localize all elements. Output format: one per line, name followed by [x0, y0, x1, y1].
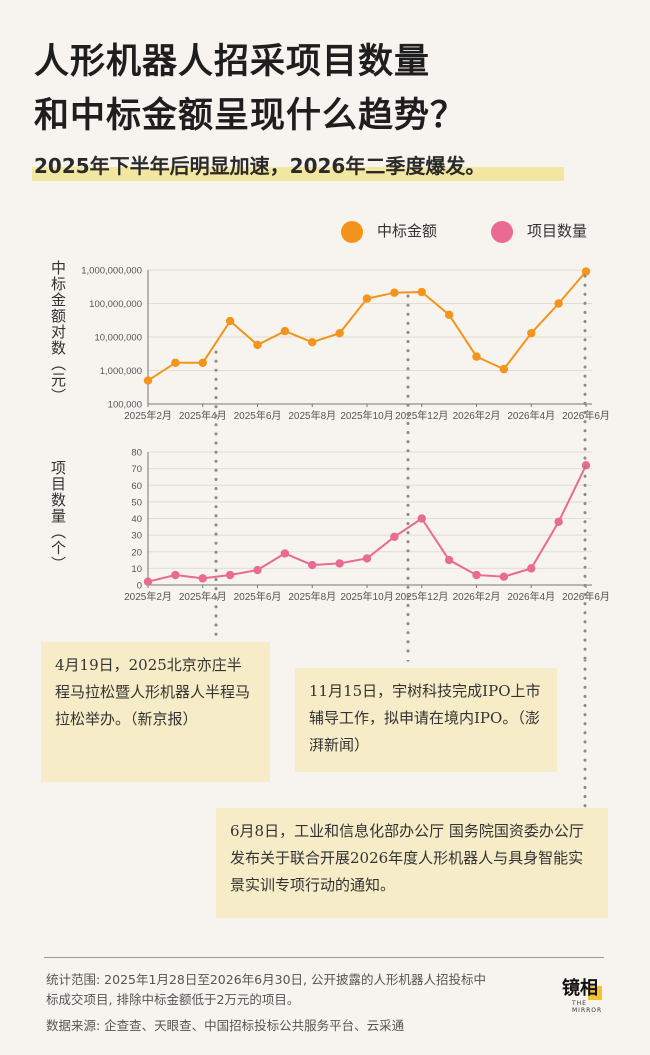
- chart2-ytick-label: 10: [131, 564, 142, 575]
- chart2-data-point: [444, 555, 454, 565]
- chart2-ytick-label: 60: [131, 481, 142, 492]
- chart1-data-point: [280, 326, 290, 336]
- chart2-xtick-label: 2025年8月: [288, 590, 336, 603]
- page-title-line1: 人形机器人招采项目数量: [34, 42, 431, 82]
- chart2-xtick-label: 2025年10月: [340, 590, 393, 603]
- subtitle-highlight: [32, 167, 564, 181]
- chart2-ytick-label: 80: [131, 448, 142, 459]
- legend-item-count: 项目数量: [491, 220, 587, 243]
- chart2-xtick-label: 2026年6月: [562, 590, 610, 603]
- chart2-data-point: [554, 517, 563, 527]
- chart1-ytick-label: 100,000: [108, 400, 142, 411]
- chart1-ylabel: 中标金额对数（元）: [49, 260, 67, 404]
- chart1-xtick-label: 2025年4月: [179, 409, 227, 422]
- chart2-ytick-label: 40: [131, 514, 142, 525]
- chart2-data-point: [417, 514, 426, 523]
- chart1-data-point: [390, 288, 399, 297]
- footer-scope-line1: 统计范围: 2025年1月28日至2026年6月30日, 公开披露的人形机器人招…: [46, 972, 486, 987]
- legend-label-amount: 中标金额: [377, 222, 438, 240]
- chart2-ytick-label: 50: [131, 497, 142, 508]
- chart1-xtick-label: 2025年8月: [288, 409, 336, 422]
- chart1-data-point: [171, 358, 180, 367]
- chart1-series-line: [147, 270, 587, 382]
- chart1-data-point: [362, 294, 372, 303]
- note-unitree-ipo: 11月15日，宇树科技完成IPO上市辅导工作，拟申请在境内IPO。（澎湃新闻）: [295, 668, 557, 772]
- chart1-xtick-label: 2026年4月: [507, 409, 555, 422]
- chart2-data-point: [308, 560, 317, 570]
- chart2-ytick-label: 0: [137, 581, 142, 592]
- chart2-series-line: [147, 464, 587, 583]
- chart1-data-point: [499, 364, 509, 374]
- chart1-ytick-label: 1,000,000: [100, 366, 142, 377]
- chart2-data-point: [280, 549, 290, 558]
- chart2-data-point: [390, 532, 399, 541]
- chart1-data-point: [417, 287, 426, 297]
- chart1-ytick-label: 10,000,000: [94, 333, 142, 344]
- chart1-data-point: [225, 316, 235, 326]
- chart2-ytick-label: 70: [131, 464, 142, 475]
- chart2-data-point: [253, 565, 262, 575]
- chart2-data-point: [143, 577, 153, 586]
- page-title-line2: 和中标金额呈现什么趋势？: [34, 96, 467, 136]
- chart2-data-point: [171, 570, 180, 580]
- chart1-data-point: [527, 328, 536, 338]
- brand-logo: 镜相 THE MIRROR: [562, 974, 614, 1020]
- chart1-xtick-label: 2026年2月: [453, 409, 501, 422]
- chart2-ylabel: 项目数量（个）: [49, 460, 67, 572]
- chart2-data-point: [472, 570, 481, 580]
- chart2-data-point: [198, 574, 207, 583]
- event-connectors-lower: [406, 660, 587, 808]
- chart2-data-point: [527, 564, 536, 573]
- legend-label-count: 项目数量: [527, 222, 588, 240]
- chart1-ytick-label: 100,000,000: [89, 299, 142, 310]
- chart1-data-point: [143, 376, 153, 385]
- logo-text: 镜相: [562, 978, 598, 999]
- charts-canvas: 1,000,000,000 100,000,000 10,000,000 1,000,…: [81, 266, 610, 660]
- legend-dot-amount: [341, 220, 363, 243]
- chart2-xtick-label: 2025年2月: [124, 590, 172, 603]
- legend-item-amount: 中标金额: [341, 220, 437, 243]
- footer-source: 数据来源: 企查查、天眼查、中国招标投标公共服务平台、云采通: [46, 1018, 405, 1033]
- chart2-xtick-label: 2026年4月: [507, 590, 555, 603]
- chart2-data-point: [335, 559, 344, 568]
- logo-subtext: THE MIRROR: [572, 1000, 603, 1014]
- footer-divider: [44, 957, 604, 958]
- chart2-xtick-label: 2025年6月: [234, 590, 282, 603]
- chart2-data-point: [362, 554, 372, 563]
- chart1-xtick-label: 2026年6月: [562, 409, 610, 422]
- note-policy: 6月8日，工业和信息化部办公厅 国务院国资委办公厅发布关于联合开展2026年度人…: [216, 808, 608, 918]
- legend-dot-count: [491, 220, 513, 243]
- chart1-ytick-label: 1,000,000,000: [81, 266, 142, 277]
- chart2-xtick-label: 2025年12月: [395, 590, 448, 603]
- chart1-xtick-label: 2025年2月: [124, 409, 172, 422]
- chart1-data-point: [308, 337, 317, 347]
- chart1-data-point: [554, 299, 563, 308]
- chart2-ytick-label: 20: [131, 547, 142, 558]
- subtitle: 2025年下半年后明显加速，2026年二季度爆发。: [34, 154, 486, 178]
- chart2-data-point: [225, 570, 235, 580]
- chart2-xtick-label: 2026年2月: [453, 590, 501, 603]
- chart1-data-point: [253, 340, 262, 350]
- chart2-ytick-label: 30: [131, 531, 142, 542]
- chart1-xtick-label: 2025年6月: [234, 409, 282, 422]
- chart1-xtick-label: 2025年12月: [395, 409, 448, 422]
- chart1-data-point: [198, 358, 207, 367]
- chart1-data-point: [335, 328, 344, 338]
- chart1-data-point: [581, 267, 591, 276]
- note-marathon: 4月19日，2025北京亦庄半程马拉松暨人形机器人半程马拉松举办。（新京报）: [41, 642, 270, 782]
- chart1-data-point: [444, 310, 454, 319]
- chart2-xtick-label: 2025年4月: [179, 590, 227, 603]
- chart1-data-point: [472, 352, 481, 361]
- chart2-data-point: [499, 572, 509, 581]
- footer-scope-line2: 标成交项目, 排除中标金额低于2万元的项目。: [46, 992, 300, 1007]
- chart1-xtick-label: 2025年10月: [340, 409, 393, 422]
